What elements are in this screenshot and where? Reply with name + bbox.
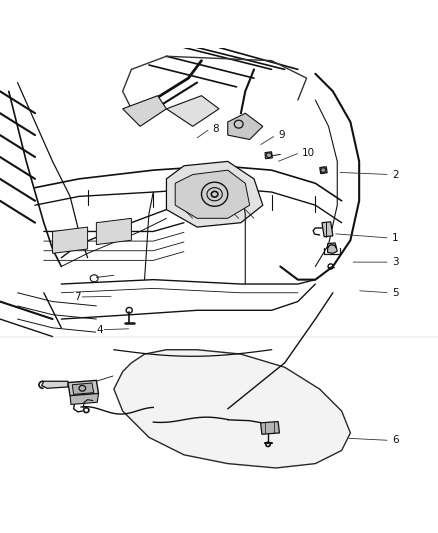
Polygon shape	[96, 219, 131, 245]
Polygon shape	[166, 96, 219, 126]
Text: 2: 2	[392, 169, 399, 180]
Polygon shape	[261, 422, 279, 434]
Text: 7: 7	[74, 292, 81, 302]
Polygon shape	[123, 96, 166, 126]
Polygon shape	[53, 227, 88, 253]
Polygon shape	[70, 393, 99, 405]
Text: 3: 3	[392, 257, 399, 267]
Polygon shape	[114, 350, 350, 468]
Text: 8: 8	[212, 124, 219, 134]
Polygon shape	[166, 161, 263, 227]
Polygon shape	[72, 383, 94, 394]
Text: 6: 6	[392, 435, 399, 446]
Text: 10: 10	[302, 148, 315, 158]
Text: 1: 1	[392, 233, 399, 243]
Polygon shape	[328, 243, 337, 253]
Text: 9: 9	[278, 130, 285, 140]
Polygon shape	[265, 152, 272, 159]
Text: 5: 5	[392, 288, 399, 298]
Polygon shape	[320, 167, 327, 174]
Polygon shape	[68, 381, 99, 395]
Polygon shape	[175, 170, 250, 219]
Polygon shape	[42, 381, 68, 388]
Polygon shape	[228, 113, 263, 140]
Text: 4: 4	[96, 325, 103, 335]
Polygon shape	[322, 222, 333, 237]
